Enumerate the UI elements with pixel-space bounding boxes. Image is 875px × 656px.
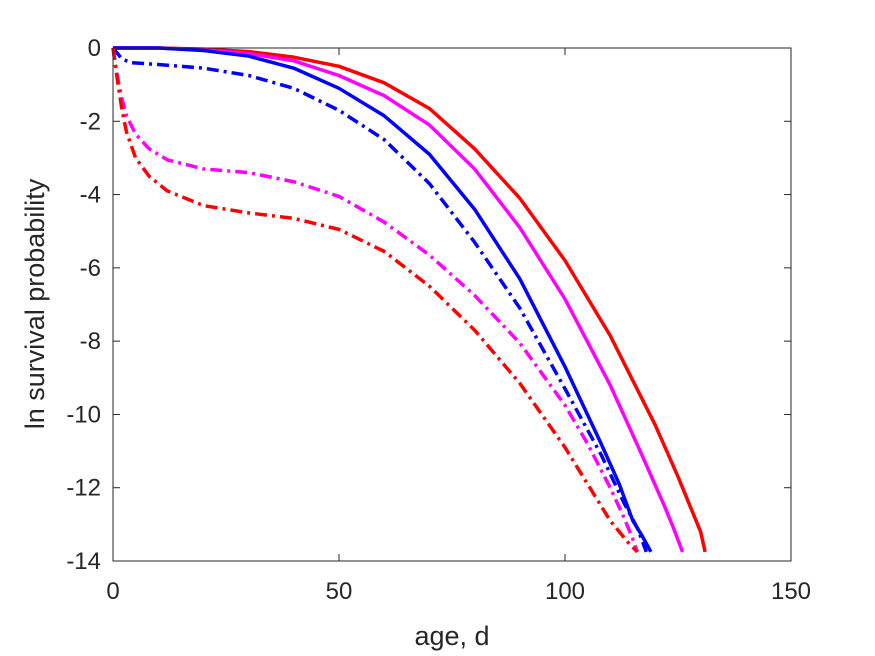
series-line-3	[113, 46, 653, 553]
x-tick-label: 50	[326, 578, 353, 605]
y-tick-label: -8	[80, 328, 101, 355]
series-layer	[111, 46, 707, 554]
y-tick-label: -10	[66, 401, 101, 428]
y-tick-label: -6	[80, 255, 101, 282]
y-tick-label: -14	[66, 548, 101, 575]
series-line-4	[111, 46, 648, 553]
series-line-5	[111, 47, 639, 553]
x-tick-label: 0	[106, 578, 119, 605]
axes-box	[112, 47, 792, 562]
y-tick-label: -2	[80, 108, 101, 135]
x-tick-label: 100	[545, 578, 585, 605]
y-tick-label: -12	[66, 475, 101, 502]
y-tick-label: 0	[88, 35, 101, 62]
x-tick-label: 150	[771, 578, 811, 605]
y-tick-label: -4	[80, 182, 101, 209]
axes-layer: 0 50 100 150 0 -2 -4 -6 -8 -10 -12 -14	[66, 35, 811, 605]
plot-area	[113, 48, 791, 561]
x-axis-label: age, d	[414, 621, 489, 651]
plot-background	[113, 48, 791, 561]
y-axis-label: ln survival probability	[20, 178, 50, 429]
